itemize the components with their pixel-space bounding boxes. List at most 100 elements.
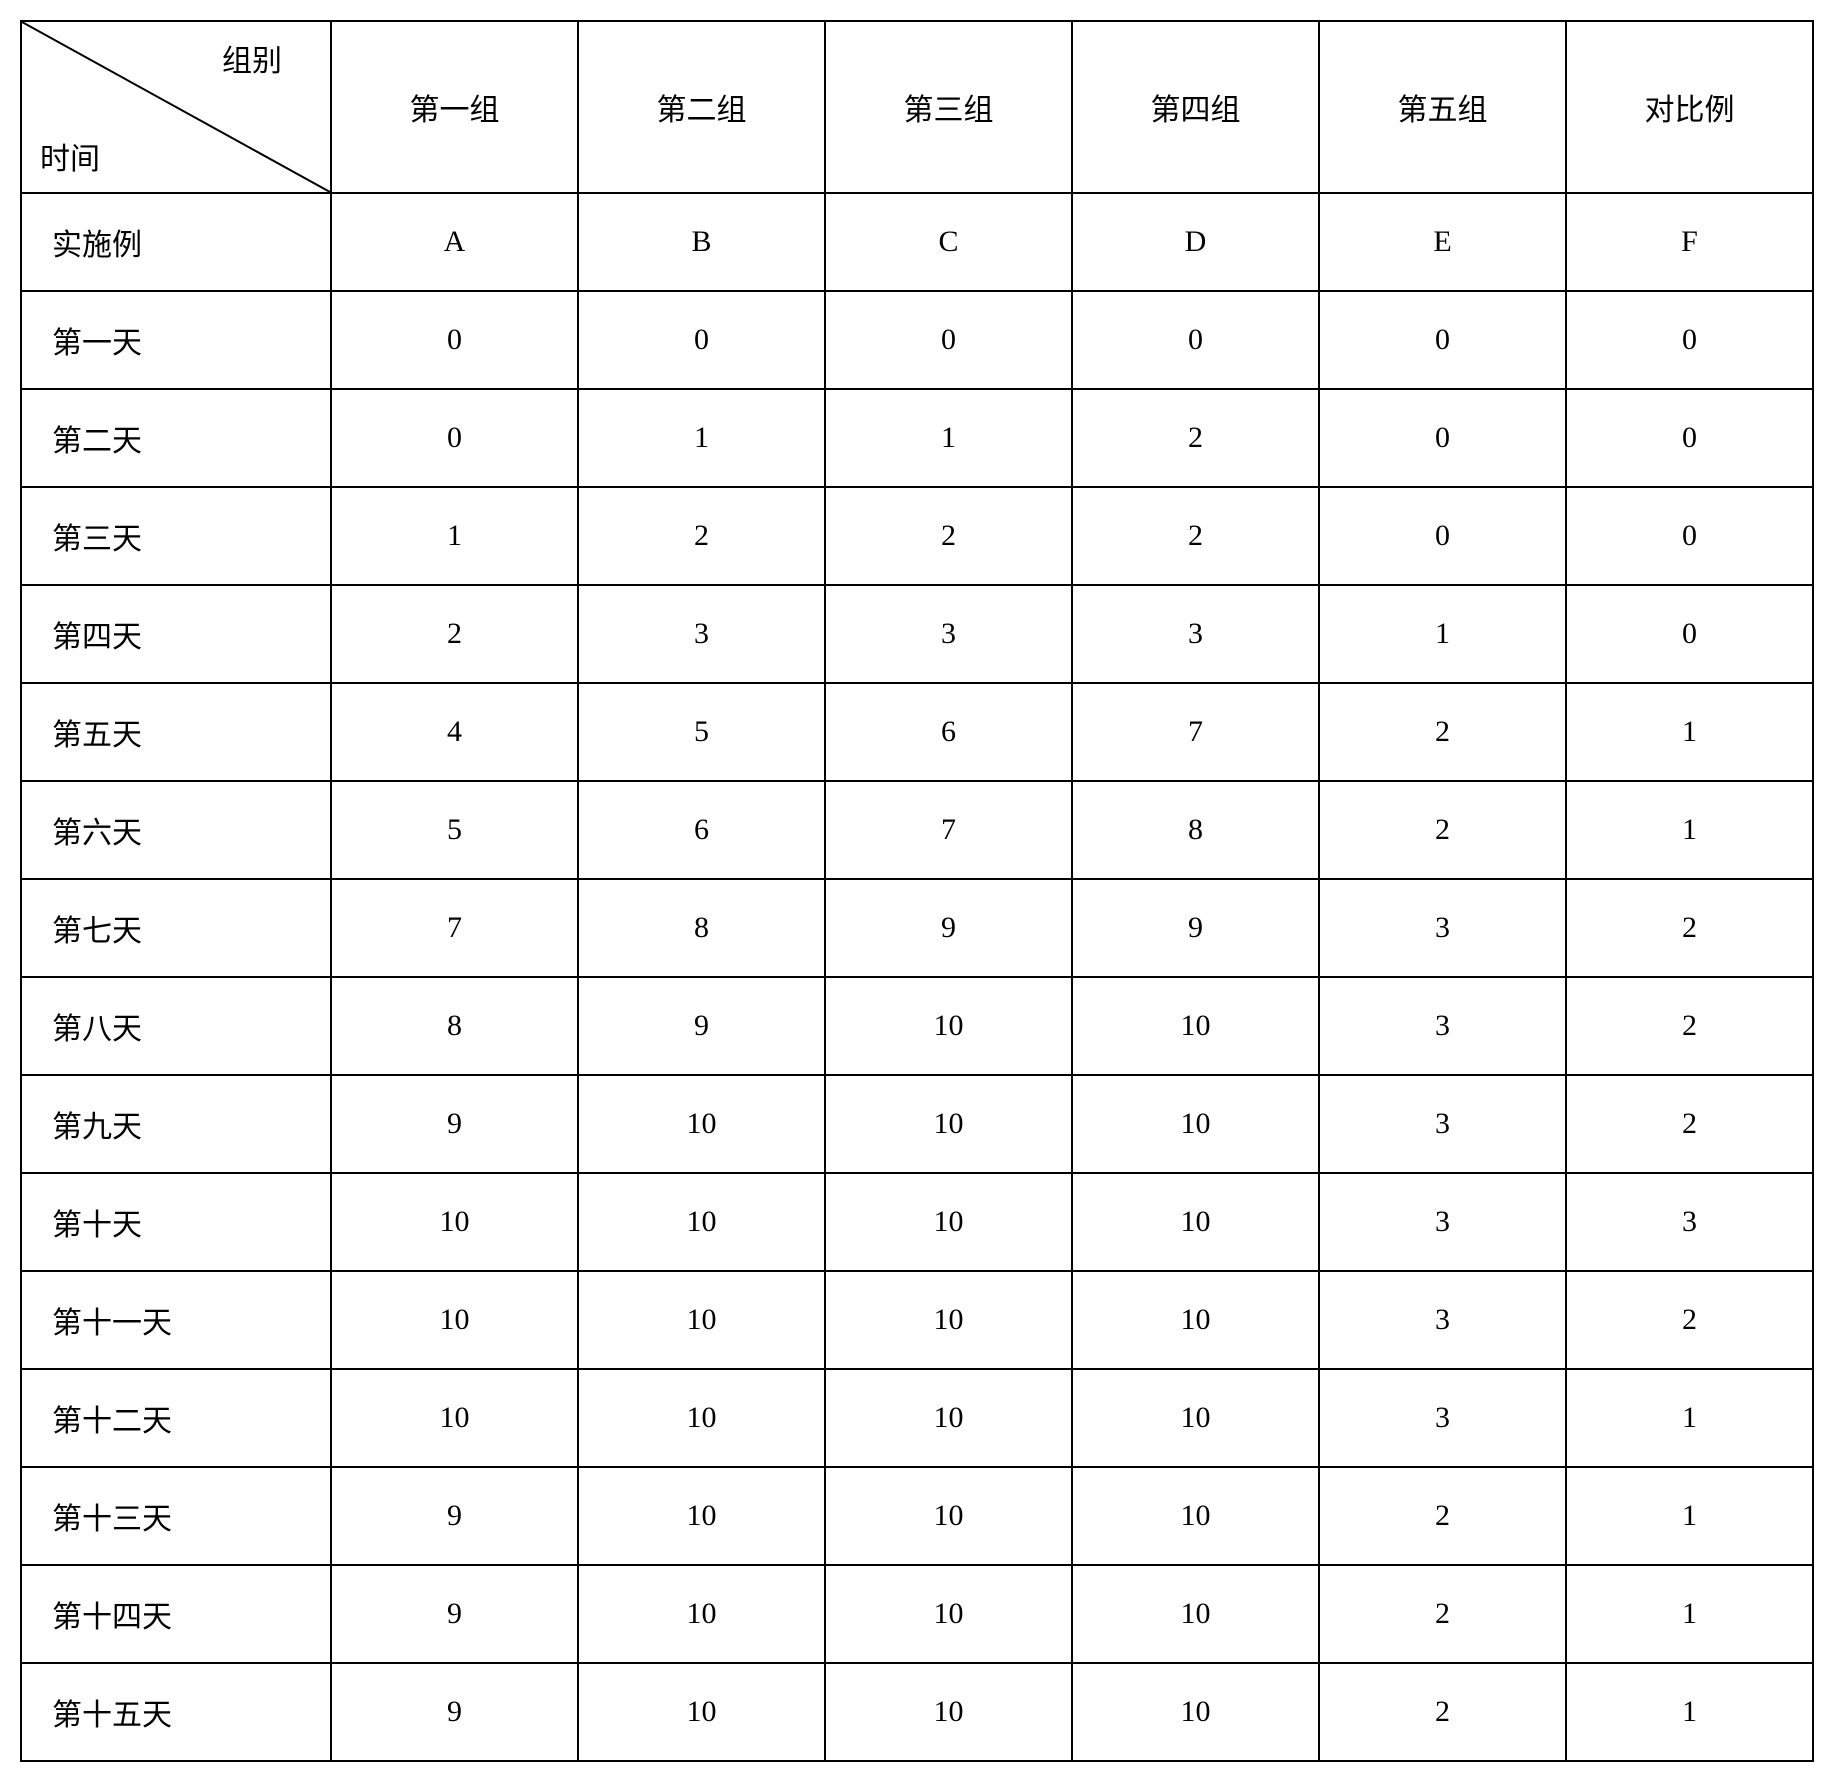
table-cell: 8 (1072, 781, 1319, 879)
table-cell: 2 (1319, 781, 1566, 879)
table-cell: 2 (1072, 487, 1319, 585)
table-cell: 6 (825, 683, 1072, 781)
table-cell: 3 (1319, 1369, 1566, 1467)
table-cell: 0 (825, 291, 1072, 389)
column-header: 第五组 (1319, 21, 1566, 193)
data-table: 组别 时间 第一组 第二组 第三组 第四组 第五组 对比例 实施例 A B C … (20, 20, 1814, 1762)
table-cell: 9 (331, 1075, 578, 1173)
table-cell: 1 (1566, 1663, 1813, 1761)
table-cell: 10 (1072, 1467, 1319, 1565)
table-cell: 1 (825, 389, 1072, 487)
table-cell: 10 (825, 1565, 1072, 1663)
table-cell: 10 (1072, 1565, 1319, 1663)
table-body: 实施例 A B C D E F 第一天 0 0 0 0 0 0 第二天 0 1 … (21, 193, 1813, 1761)
table-cell: 7 (825, 781, 1072, 879)
table-cell: 1 (1566, 781, 1813, 879)
table-cell: 9 (331, 1565, 578, 1663)
table-cell: D (1072, 193, 1319, 291)
table-cell: 2 (1072, 389, 1319, 487)
table-cell: 2 (1566, 1271, 1813, 1369)
table-header-row: 组别 时间 第一组 第二组 第三组 第四组 第五组 对比例 (21, 21, 1813, 193)
table-row: 第三天 1 2 2 2 0 0 (21, 487, 1813, 585)
table-row: 第十一天 10 10 10 10 3 2 (21, 1271, 1813, 1369)
table-cell: 1 (1319, 585, 1566, 683)
table-cell: 10 (825, 1075, 1072, 1173)
table-cell: C (825, 193, 1072, 291)
table-cell: 10 (578, 1271, 825, 1369)
table-cell: 5 (578, 683, 825, 781)
table-cell: 3 (1566, 1173, 1813, 1271)
row-label: 第五天 (21, 683, 331, 781)
table-cell: 0 (1319, 389, 1566, 487)
table-cell: 10 (578, 1663, 825, 1761)
row-label: 第三天 (21, 487, 331, 585)
table-cell: 3 (1072, 585, 1319, 683)
row-label: 第二天 (21, 389, 331, 487)
table-cell: 0 (1566, 389, 1813, 487)
table-cell: 2 (1319, 683, 1566, 781)
table-cell: 10 (825, 1271, 1072, 1369)
column-header: 第三组 (825, 21, 1072, 193)
column-header: 第四组 (1072, 21, 1319, 193)
table-row: 实施例 A B C D E F (21, 193, 1813, 291)
table-cell: 10 (1072, 1663, 1319, 1761)
table-cell: 7 (331, 879, 578, 977)
table-cell: 10 (825, 977, 1072, 1075)
table-cell: 0 (1319, 487, 1566, 585)
table-row: 第四天 2 3 3 3 1 0 (21, 585, 1813, 683)
table-row: 第五天 4 5 6 7 2 1 (21, 683, 1813, 781)
row-label: 第十二天 (21, 1369, 331, 1467)
table-row: 第十天 10 10 10 10 3 3 (21, 1173, 1813, 1271)
table-cell: 10 (331, 1369, 578, 1467)
table-cell: 3 (1319, 1075, 1566, 1173)
table-cell: F (1566, 193, 1813, 291)
table-row: 第一天 0 0 0 0 0 0 (21, 291, 1813, 389)
column-header: 对比例 (1566, 21, 1813, 193)
table-cell: 3 (1319, 977, 1566, 1075)
table-cell: 10 (825, 1369, 1072, 1467)
table-cell: 0 (1566, 487, 1813, 585)
diagonal-top-label: 组别 (222, 36, 282, 80)
table-cell: 3 (578, 585, 825, 683)
table-row: 第九天 9 10 10 10 3 2 (21, 1075, 1813, 1173)
table-cell: 0 (1566, 585, 1813, 683)
row-label: 第八天 (21, 977, 331, 1075)
table-cell: 10 (331, 1173, 578, 1271)
table-row: 第八天 8 9 10 10 3 2 (21, 977, 1813, 1075)
table-cell: 2 (825, 487, 1072, 585)
table-row: 第七天 7 8 9 9 3 2 (21, 879, 1813, 977)
table-cell: 9 (825, 879, 1072, 977)
row-label: 第十一天 (21, 1271, 331, 1369)
table-cell: 8 (578, 879, 825, 977)
table-cell: 2 (1566, 1075, 1813, 1173)
table-cell: 10 (331, 1271, 578, 1369)
row-label: 第九天 (21, 1075, 331, 1173)
table-cell: 2 (331, 585, 578, 683)
table-cell: 8 (331, 977, 578, 1075)
column-header: 第二组 (578, 21, 825, 193)
table-cell: B (578, 193, 825, 291)
column-header: 第一组 (331, 21, 578, 193)
table-cell: 10 (825, 1173, 1072, 1271)
table-cell: 4 (331, 683, 578, 781)
row-label: 第四天 (21, 585, 331, 683)
table-cell: 1 (1566, 1467, 1813, 1565)
table-cell: 1 (578, 389, 825, 487)
row-label: 第七天 (21, 879, 331, 977)
table-row: 第十三天 9 10 10 10 2 1 (21, 1467, 1813, 1565)
table-cell: 10 (825, 1663, 1072, 1761)
table-cell: 7 (1072, 683, 1319, 781)
table-cell: 0 (578, 291, 825, 389)
row-label: 第十四天 (21, 1565, 331, 1663)
table-cell: E (1319, 193, 1566, 291)
table-cell: 10 (578, 1369, 825, 1467)
table-cell: 10 (1072, 1075, 1319, 1173)
table-row: 第十五天 9 10 10 10 2 1 (21, 1663, 1813, 1761)
table-cell: 3 (1319, 879, 1566, 977)
row-label: 第六天 (21, 781, 331, 879)
table-cell: 3 (1319, 1271, 1566, 1369)
diagonal-bottom-label: 时间 (40, 134, 100, 178)
row-label: 第十五天 (21, 1663, 331, 1761)
table-cell: 0 (1566, 291, 1813, 389)
table-cell: 10 (825, 1467, 1072, 1565)
